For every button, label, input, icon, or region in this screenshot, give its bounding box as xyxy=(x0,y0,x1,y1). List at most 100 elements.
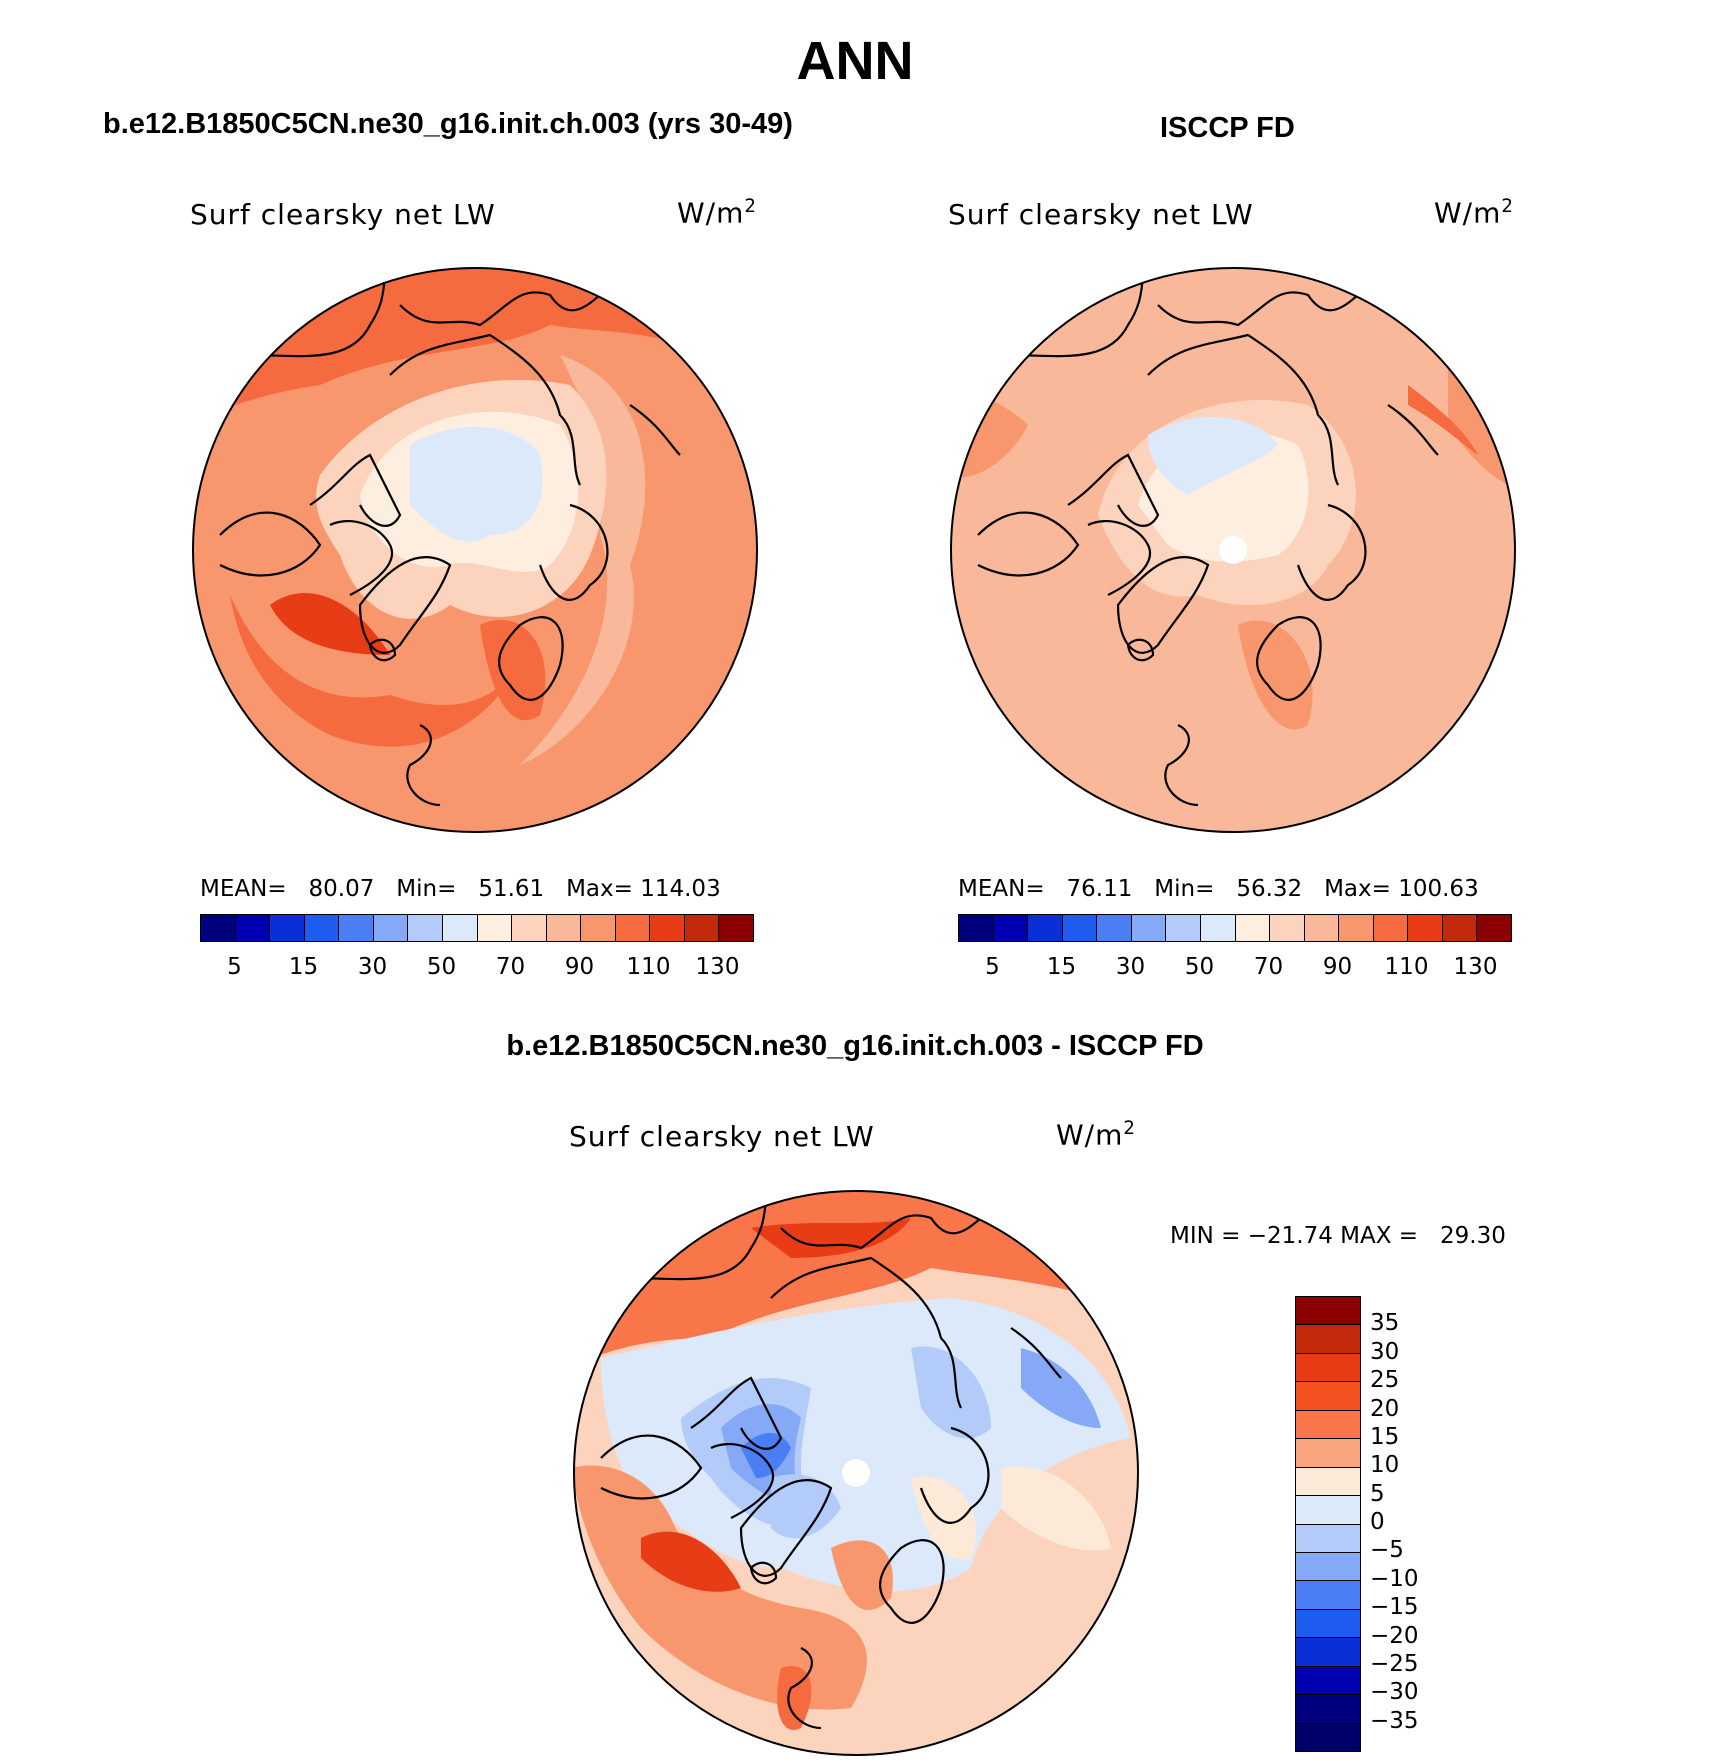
model-colorbar-swatch xyxy=(304,915,340,941)
obs-colorbar-tick-label: 15 xyxy=(1046,954,1077,980)
obs-colorbar xyxy=(958,914,1512,942)
obs-colorbar-tick-label: 50 xyxy=(1184,954,1215,980)
difference-colorbar-swatch xyxy=(1296,1552,1360,1582)
difference-colorbar-tick-label: −25 xyxy=(1370,1650,1419,1677)
obs-colorbar-swatch xyxy=(1442,915,1478,941)
model-colorbar-tick-label: 15 xyxy=(288,954,319,980)
difference-colorbar-swatch xyxy=(1296,1297,1360,1326)
difference-colorbar-swatch xyxy=(1296,1581,1360,1610)
difference-colorbar-tick-label: −15 xyxy=(1370,1594,1419,1621)
difference-colorbar-tick-label: −35 xyxy=(1370,1707,1419,1734)
model-colorbar-swatch xyxy=(684,915,720,941)
model-colorbar-swatch xyxy=(339,915,374,941)
model-polar-map xyxy=(192,267,758,833)
obs-stats: MEAN= 76.11 Min= 56.32 Max= 100.63 xyxy=(958,876,1479,902)
difference-colorbar-swatch xyxy=(1296,1638,1360,1667)
difference-colorbar-swatch xyxy=(1296,1467,1360,1497)
obs-colorbar-swatch xyxy=(1270,915,1305,941)
obs-colorbar-swatch xyxy=(1477,915,1511,941)
difference-colorbar-swatch xyxy=(1296,1666,1360,1696)
difference-polar-map xyxy=(573,1190,1139,1756)
model-colorbar-swatch xyxy=(581,915,616,941)
model-colorbar-swatch xyxy=(650,915,685,941)
model-colorbar-swatch xyxy=(512,915,547,941)
model-units-label: W/m2 xyxy=(677,196,757,230)
obs-colorbar-swatch xyxy=(1339,915,1374,941)
model-colorbar-swatch xyxy=(442,915,478,941)
obs-colorbar-tick-label: 70 xyxy=(1253,954,1284,980)
difference-stats: MIN = −21.74 MAX = 29.30 xyxy=(1170,1223,1506,1249)
model-colorbar-swatch xyxy=(477,915,513,941)
model-colorbar-tick-label: 30 xyxy=(357,954,388,980)
obs-colorbar-swatch xyxy=(1304,915,1340,941)
obs-colorbar-swatch xyxy=(993,915,1029,941)
obs-colorbar-tick-label: 30 xyxy=(1115,954,1146,980)
obs-units-label: W/m2 xyxy=(1434,196,1514,230)
difference-units-label: W/m2 xyxy=(1056,1118,1136,1152)
difference-colorbar-swatch xyxy=(1296,1496,1360,1525)
model-colorbar-swatch xyxy=(201,915,236,941)
obs-colorbar-swatch xyxy=(1028,915,1063,941)
model-colorbar-tick-label: 5 xyxy=(227,954,242,980)
difference-colorbar-tick-label: 30 xyxy=(1370,1338,1400,1365)
difference-colorbar-tick-label: 15 xyxy=(1370,1423,1400,1450)
model-colorbar-swatch xyxy=(408,915,443,941)
model-colorbar-tick-label: 70 xyxy=(495,954,526,980)
obs-colorbar-tick-label: 5 xyxy=(985,954,1000,980)
obs-panel-heading: ISCCP FD xyxy=(1160,112,1295,144)
obs-colorbar-swatch xyxy=(1408,915,1443,941)
model-colorbar-swatch xyxy=(270,915,305,941)
model-stats: MEAN= 80.07 Min= 51.61 Max= 114.03 xyxy=(200,876,721,902)
difference-colorbar-swatch xyxy=(1296,1524,1360,1553)
obs-colorbar-tick-label: 110 xyxy=(1384,954,1429,980)
model-panel-heading: b.e12.B1850C5CN.ne30_g16.init.ch.003 (yr… xyxy=(103,108,793,140)
obs-colorbar-ticks: 5 15 30 50 70 90 110 130 xyxy=(958,954,1510,984)
difference-colorbar-swatch xyxy=(1296,1410,1360,1440)
difference-colorbar-swatch xyxy=(1296,1439,1360,1468)
model-colorbar xyxy=(200,914,754,942)
difference-colorbar-ticks: 35 30 25 20 15 10 5 0 −5 −10 −15 −20 −25 −30 −35 xyxy=(1370,1296,1450,1750)
obs-colorbar-swatch xyxy=(1062,915,1098,941)
difference-colorbar-swatch xyxy=(1296,1325,1360,1354)
model-colorbar-tick-label: 130 xyxy=(695,954,740,980)
difference-heading: b.e12.B1850C5CN.ne30_g16.init.ch.003 - I… xyxy=(506,1030,1204,1062)
obs-colorbar-swatch xyxy=(1166,915,1201,941)
difference-colorbar-tick-label: −5 xyxy=(1370,1537,1404,1564)
obs-polar-map xyxy=(950,267,1516,833)
obs-colorbar-swatch xyxy=(959,915,994,941)
difference-colorbar-tick-label: 10 xyxy=(1370,1452,1400,1479)
model-colorbar-swatch xyxy=(719,915,753,941)
difference-colorbar-tick-label: 35 xyxy=(1370,1310,1400,1337)
model-colorbar-swatch xyxy=(546,915,582,941)
difference-variable-label: Surf clearsky net LW xyxy=(569,1120,875,1153)
difference-colorbar-tick-label: −10 xyxy=(1370,1565,1419,1592)
difference-colorbar-tick-label: 20 xyxy=(1370,1395,1400,1422)
obs-variable-label: Surf clearsky net LW xyxy=(948,198,1254,231)
model-colorbar-tick-label: 110 xyxy=(626,954,671,980)
obs-colorbar-swatch xyxy=(1097,915,1132,941)
figure-title: ANN xyxy=(796,31,914,91)
obs-colorbar-swatch xyxy=(1200,915,1236,941)
model-colorbar-ticks: 5 15 30 50 70 90 110 130 xyxy=(200,954,752,984)
difference-colorbar-swatch xyxy=(1296,1723,1360,1751)
obs-colorbar-swatch xyxy=(1235,915,1271,941)
difference-colorbar-tick-label: 5 xyxy=(1370,1480,1385,1507)
difference-colorbar-swatch xyxy=(1296,1382,1360,1411)
difference-colorbar-tick-label: 25 xyxy=(1370,1367,1400,1394)
difference-colorbar-swatch xyxy=(1296,1609,1360,1639)
obs-colorbar-swatch xyxy=(1131,915,1167,941)
difference-colorbar xyxy=(1295,1296,1361,1752)
obs-colorbar-tick-label: 90 xyxy=(1322,954,1353,980)
model-variable-label: Surf clearsky net LW xyxy=(190,198,496,231)
model-colorbar-swatch xyxy=(373,915,409,941)
model-colorbar-tick-label: 50 xyxy=(426,954,457,980)
obs-colorbar-swatch xyxy=(1373,915,1409,941)
model-colorbar-swatch xyxy=(615,915,651,941)
difference-colorbar-tick-label: 0 xyxy=(1370,1509,1385,1535)
model-colorbar-swatch xyxy=(235,915,271,941)
model-colorbar-tick-label: 90 xyxy=(564,954,595,980)
obs-colorbar-tick-label: 130 xyxy=(1453,954,1498,980)
difference-colorbar-tick-label: −20 xyxy=(1370,1622,1419,1649)
difference-colorbar-tick-label: −30 xyxy=(1370,1679,1419,1706)
difference-colorbar-swatch xyxy=(1296,1353,1360,1383)
